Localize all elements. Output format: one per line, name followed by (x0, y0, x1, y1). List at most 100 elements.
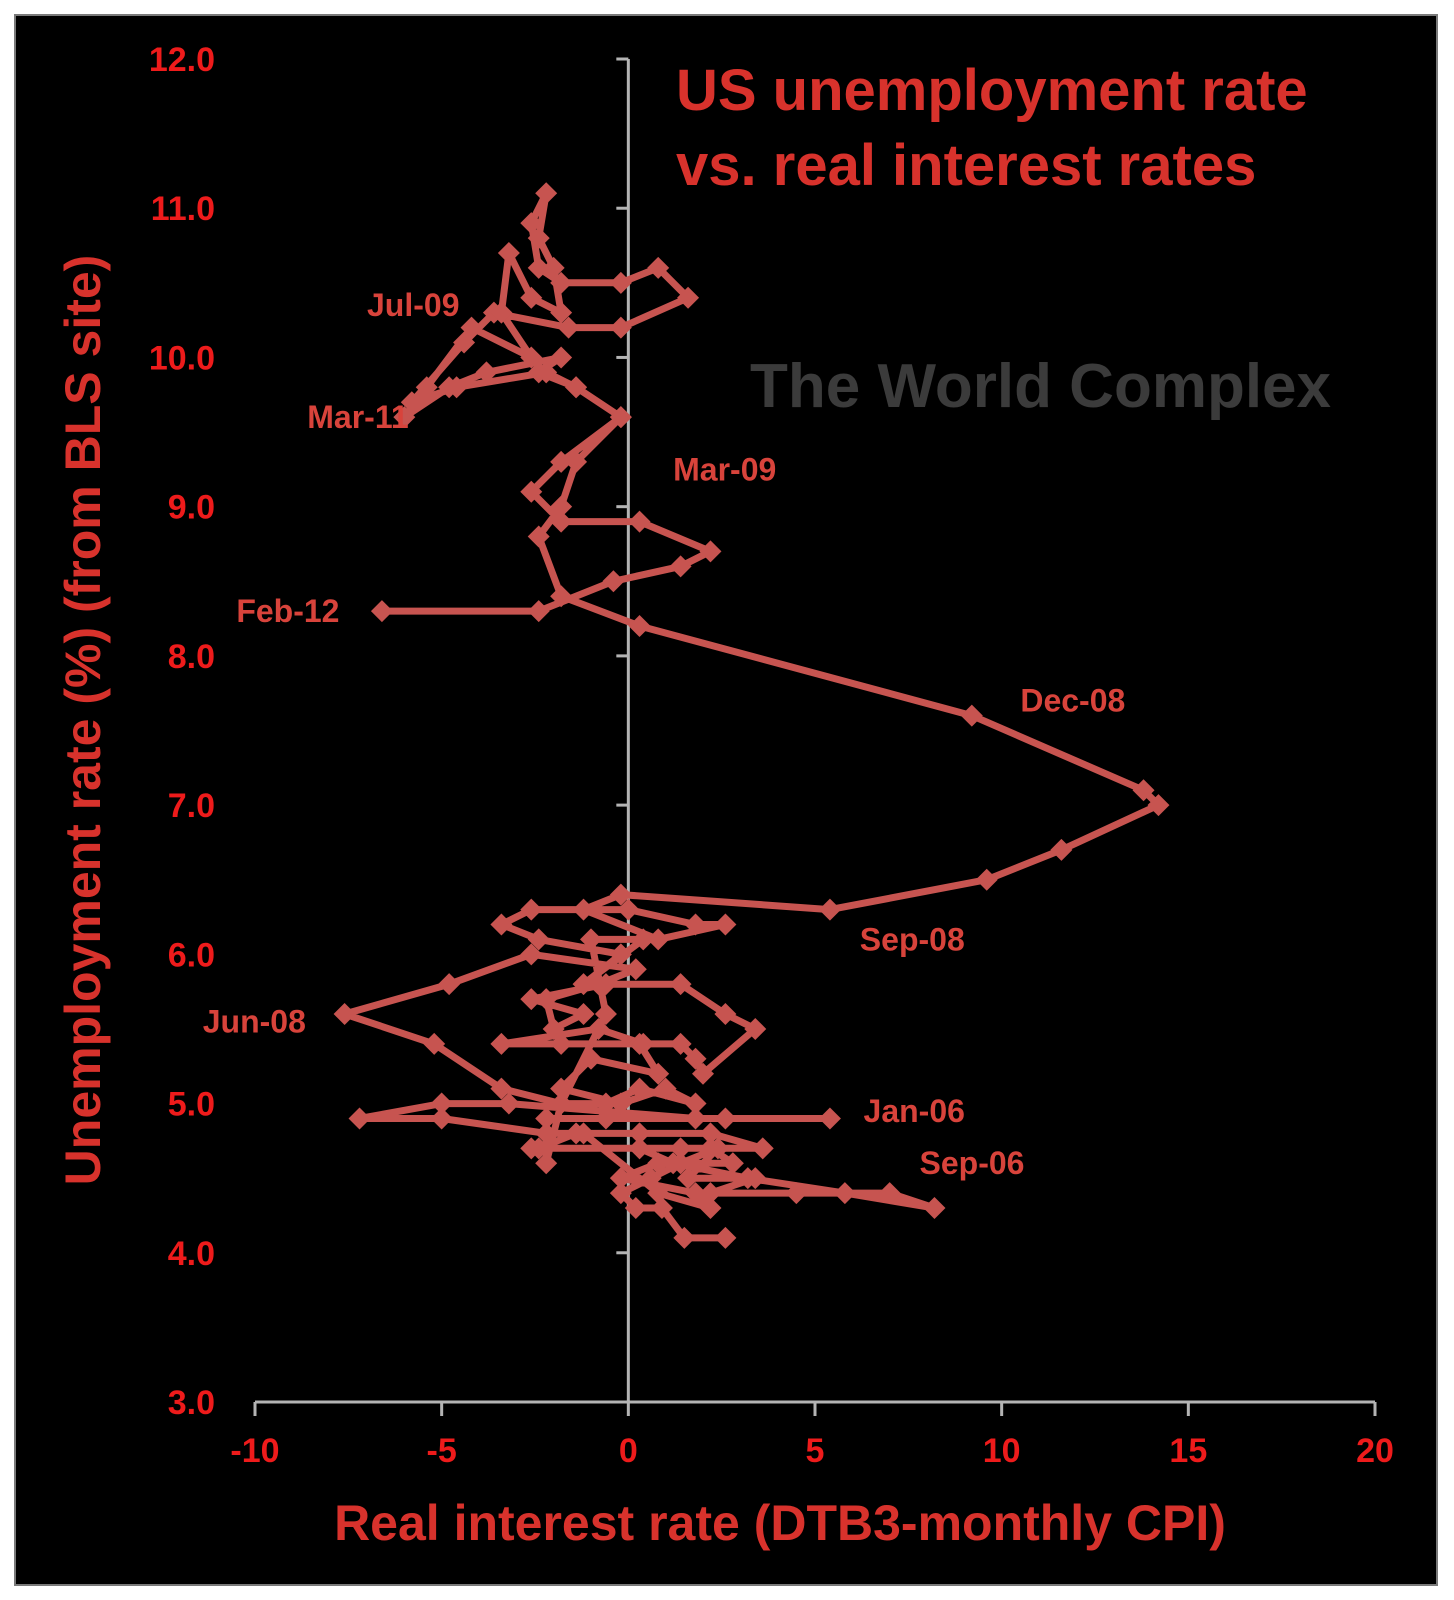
y-tick-label: 11.0 (151, 190, 215, 228)
data-point (677, 1167, 700, 1190)
data-point (550, 495, 573, 518)
data-point (1050, 838, 1073, 861)
data-point (684, 1047, 707, 1070)
data-point (714, 1003, 737, 1026)
data-point (669, 1137, 692, 1160)
data-point (617, 898, 640, 921)
data-point (684, 1107, 707, 1130)
data-point (669, 1032, 692, 1055)
data-point (669, 973, 692, 996)
data-point (550, 301, 573, 324)
data-point (550, 585, 573, 608)
annotation-label: Jul-09 (367, 287, 459, 323)
data-point (565, 450, 588, 473)
x-tick-label: -10 (230, 1432, 279, 1470)
data-point (535, 988, 558, 1011)
data-point (535, 1122, 558, 1145)
data-point (550, 271, 573, 294)
data-point (430, 1107, 453, 1130)
data-point (520, 943, 543, 966)
data-point (490, 1077, 513, 1100)
data-point (744, 1017, 767, 1040)
watermark-text: The World Complex (750, 352, 1332, 421)
data-point (960, 704, 983, 727)
data-point (818, 898, 841, 921)
data-point (348, 1107, 371, 1130)
data-point (550, 450, 573, 473)
data-point (535, 1107, 558, 1130)
data-point (628, 615, 651, 638)
x-tick-label: 10 (983, 1432, 1021, 1470)
data-point (580, 928, 602, 951)
data-point (609, 1092, 632, 1115)
data-point (647, 1152, 670, 1175)
data-point (587, 1017, 610, 1040)
data-point (572, 1122, 595, 1145)
data-point (684, 913, 707, 936)
data-point (609, 316, 632, 339)
data-point (609, 271, 632, 294)
data-point (594, 1092, 617, 1115)
data-point (520, 898, 543, 921)
data-point (654, 1077, 677, 1100)
data-point (650, 1197, 673, 1220)
data-point (430, 1092, 453, 1115)
data-point (923, 1197, 946, 1220)
x-axis-title: Real interest rate (DTB3-monthly CPI) (334, 1495, 1226, 1551)
data-point (415, 376, 438, 399)
data-point (751, 1137, 774, 1160)
data-point (647, 1182, 670, 1205)
data-point (497, 1092, 520, 1115)
y-tick-label: 9.0 (168, 489, 215, 527)
data-point (520, 286, 543, 309)
annotation-label: Mar-11 (307, 399, 408, 435)
data-point (520, 988, 543, 1011)
data-point (580, 1047, 602, 1070)
data-point (527, 361, 550, 384)
data-point (594, 1003, 617, 1026)
tick-labels: -10 -5 0 5 10 15 20 3.0 4.0 5.0 6.0 7.0 8.0 9.0 10.0 11… (149, 41, 1394, 1470)
data-point (714, 1107, 737, 1130)
x-tick-label: 15 (1169, 1432, 1207, 1470)
data-point (557, 316, 580, 339)
data-point (699, 1137, 722, 1160)
data-point (370, 600, 393, 623)
chart-title-line-2: vs. real interest rates (676, 133, 1256, 198)
data-point (572, 898, 595, 921)
data-point (423, 1032, 446, 1055)
annotation-label: Mar-09 (673, 451, 776, 487)
data-point (624, 1197, 647, 1220)
y-tick-label: 12.0 (149, 41, 215, 79)
data-point (721, 1152, 744, 1175)
data-point (550, 510, 573, 533)
data-point (475, 361, 498, 384)
data-point (535, 182, 558, 205)
data-point (520, 480, 543, 503)
data-point (490, 301, 513, 324)
data-point (628, 510, 651, 533)
data-point (714, 913, 737, 936)
data-point (527, 928, 550, 951)
y-tick-label: 6.0 (168, 936, 215, 974)
data-point (609, 883, 632, 906)
x-tick-label: 0 (619, 1432, 638, 1470)
data-point (490, 913, 513, 936)
y-tick-label: 3.0 (168, 1384, 215, 1422)
x-tick-label: -5 (427, 1432, 457, 1470)
data-point (602, 570, 625, 593)
data-point (542, 256, 565, 279)
data-point (785, 1182, 808, 1205)
data-point (662, 1152, 685, 1175)
data-point (438, 973, 461, 996)
data-point (677, 286, 700, 309)
data-point (535, 1152, 558, 1175)
data-point (669, 555, 692, 578)
annotation-label: Feb-12 (236, 593, 339, 629)
annotation-label: Sep-06 (920, 1145, 1025, 1181)
data-point (550, 1077, 573, 1100)
annotation-label: Dec-08 (1020, 683, 1125, 719)
annotation-label: Jan-06 (864, 1093, 965, 1129)
data-point (497, 241, 520, 264)
data-point (572, 973, 595, 996)
